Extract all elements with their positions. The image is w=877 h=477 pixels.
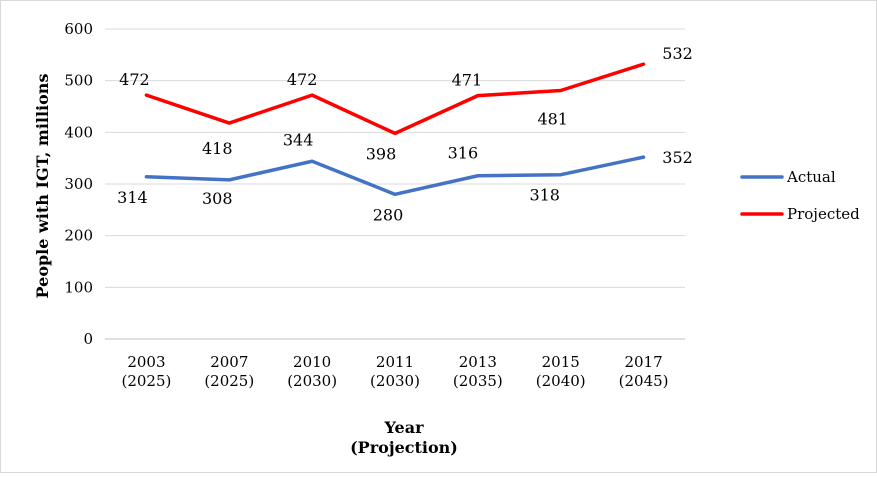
x-tick-label-1-line1: 2007 [210,353,248,371]
data-label-actual-2: 344 [283,130,314,149]
legend-label-actual: Actual [786,168,836,186]
data-label-projected-5: 481 [537,109,568,128]
x-tick-label-1-line2: (2025) [204,372,254,390]
data-label-projected-6: 532 [662,44,693,63]
series-line-projected [144,62,646,136]
data-label-actual-0: 314 [117,188,148,207]
x-tick-label-6-line2: (2045) [619,372,669,390]
series-lines [144,62,646,197]
gridlines [105,28,685,340]
series-line-actual [144,155,646,197]
x-tick-label-6-line1: 2017 [624,353,662,371]
y-tick-label-600: 600 [64,20,93,38]
x-tick-label-3-line1: 2011 [376,353,414,371]
data-labels: 314 308 344 280 316 318 352 472 418 472 398 471 481 5… [117,44,693,224]
data-label-actual-3: 280 [373,205,404,224]
legend: Actual Projected [740,168,860,223]
x-tick-label-2-line1: 2010 [293,353,331,371]
x-tick-label-0-line1: 2003 [127,353,165,371]
legend-label-projected: Projected [787,205,860,223]
data-label-actual-5: 318 [529,186,560,205]
x-tick-label-4-line2: (2035) [453,372,503,390]
data-label-projected-3: 398 [366,144,397,163]
x-axis-title-line1: Year [383,418,424,437]
data-label-projected-2: 472 [287,70,318,89]
y-tick-label-100: 100 [64,278,93,296]
x-tick-label-4-line1: 2013 [459,353,497,371]
x-tick-label-2-line2: (2030) [287,372,337,390]
y-tick-label-400: 400 [64,123,93,141]
data-label-actual-6: 352 [662,148,693,167]
data-label-projected-1: 418 [202,139,233,158]
data-label-projected-0: 472 [119,70,150,89]
x-axis-ticks: 2003(2025)2007(2025)2010(2030)2011(2030)… [121,353,668,390]
y-tick-label-200: 200 [64,227,93,245]
data-label-actual-1: 308 [202,189,233,208]
x-axis-title-line2: (Projection) [350,438,458,457]
x-tick-label-5-line1: 2015 [542,353,580,371]
y-tick-label-300: 300 [64,175,93,193]
x-tick-label-5-line2: (2040) [536,372,586,390]
data-label-projected-4: 471 [452,71,483,90]
x-tick-label-3-line2: (2030) [370,372,420,390]
y-tick-label-0: 0 [83,330,93,348]
y-tick-label-500: 500 [64,72,93,90]
y-axis-title: People with IGT, millions [33,74,52,299]
x-tick-label-0-line2: (2025) [121,372,171,390]
data-label-actual-4: 316 [448,144,479,163]
y-axis-ticks: 0 100 200 300 400 500 600 [64,20,93,348]
